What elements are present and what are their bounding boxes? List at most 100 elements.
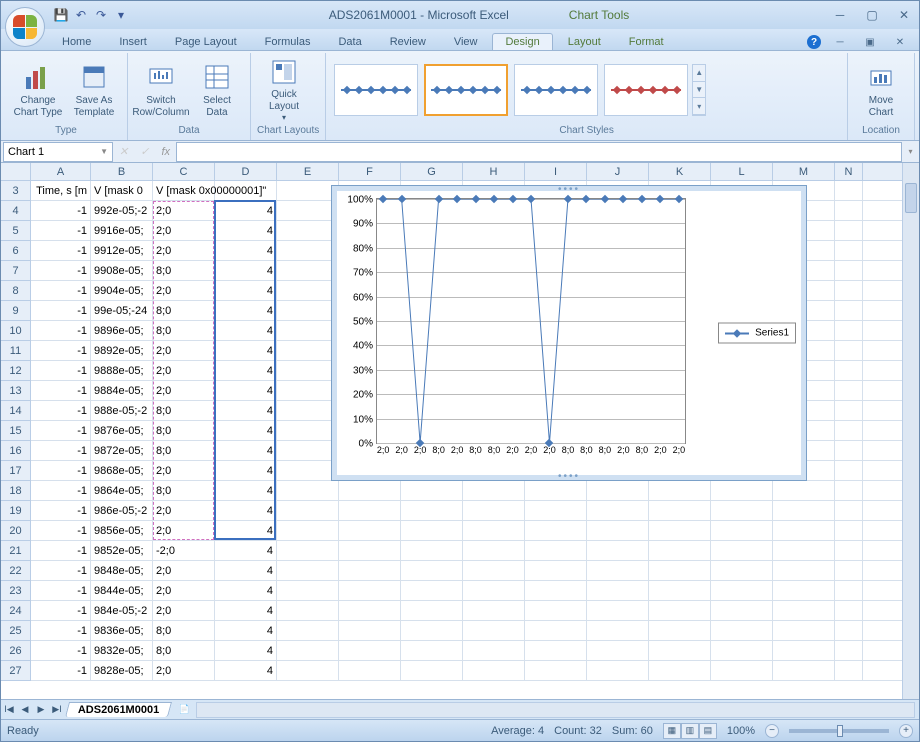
- cell-H24[interactable]: [463, 601, 525, 620]
- cell-D20[interactable]: 4: [215, 521, 277, 540]
- cell-D22[interactable]: 4: [215, 561, 277, 580]
- zoom-level[interactable]: 100%: [727, 725, 755, 737]
- tab-view[interactable]: View: [441, 33, 491, 50]
- cell-M23[interactable]: [773, 581, 835, 600]
- cell-A4[interactable]: -1: [31, 201, 91, 220]
- cell-L21[interactable]: [711, 541, 773, 560]
- cell-C16[interactable]: 8;0: [153, 441, 215, 460]
- cell-K21[interactable]: [649, 541, 711, 560]
- cell-J20[interactable]: [587, 521, 649, 540]
- cell-B19[interactable]: 986e-05;-2: [91, 501, 153, 520]
- gallery-scroll[interactable]: ▲▼▾: [692, 64, 706, 116]
- cell-J22[interactable]: [587, 561, 649, 580]
- row-header-7[interactable]: 7: [1, 261, 31, 281]
- cell-B16[interactable]: 9872e-05;: [91, 441, 153, 460]
- cell-L24[interactable]: [711, 601, 773, 620]
- workbook-minimize-button[interactable]: ─: [829, 34, 851, 50]
- sheet-nav-prev-icon[interactable]: ◀: [17, 702, 33, 718]
- cell-N5[interactable]: [835, 221, 863, 240]
- cell-C19[interactable]: 2;0: [153, 501, 215, 520]
- cell-E18[interactable]: [277, 481, 339, 500]
- cell-E19[interactable]: [277, 501, 339, 520]
- cell-C3[interactable]: V [mask 0x00000001]": [153, 181, 215, 200]
- cell-J23[interactable]: [587, 581, 649, 600]
- cell-F20[interactable]: [339, 521, 401, 540]
- cell-E5[interactable]: [277, 221, 339, 240]
- cell-N27[interactable]: [835, 661, 863, 680]
- cell-E9[interactable]: [277, 301, 339, 320]
- tab-home[interactable]: Home: [49, 33, 104, 50]
- cell-M27[interactable]: [773, 661, 835, 680]
- cell-M26[interactable]: [773, 641, 835, 660]
- row-header-13[interactable]: 13: [1, 381, 31, 401]
- cell-L19[interactable]: [711, 501, 773, 520]
- cell-D6[interactable]: 4: [215, 241, 277, 260]
- cell-N26[interactable]: [835, 641, 863, 660]
- cell-N12[interactable]: [835, 361, 863, 380]
- cell-K20[interactable]: [649, 521, 711, 540]
- cell-K19[interactable]: [649, 501, 711, 520]
- cell-D9[interactable]: 4: [215, 301, 277, 320]
- cell-A18[interactable]: -1: [31, 481, 91, 500]
- cell-B9[interactable]: 99e-05;-24: [91, 301, 153, 320]
- workbook-close-button[interactable]: ✕: [889, 34, 911, 50]
- cell-E13[interactable]: [277, 381, 339, 400]
- cell-B13[interactable]: 9884e-05;: [91, 381, 153, 400]
- cell-B18[interactable]: 9864e-05;: [91, 481, 153, 500]
- fx-icon[interactable]: fx: [155, 146, 176, 158]
- cell-B15[interactable]: 9876e-05;: [91, 421, 153, 440]
- cell-N11[interactable]: [835, 341, 863, 360]
- cell-D11[interactable]: 4: [215, 341, 277, 360]
- cell-H22[interactable]: [463, 561, 525, 580]
- tab-page-layout[interactable]: Page Layout: [162, 33, 250, 50]
- cell-B22[interactable]: 9848e-05;: [91, 561, 153, 580]
- office-button[interactable]: [5, 7, 45, 47]
- cell-A17[interactable]: -1: [31, 461, 91, 480]
- cell-A3[interactable]: Time, s [m: [31, 181, 91, 200]
- cell-A16[interactable]: -1: [31, 441, 91, 460]
- cell-G27[interactable]: [401, 661, 463, 680]
- cell-F24[interactable]: [339, 601, 401, 620]
- cell-C20[interactable]: 2;0: [153, 521, 215, 540]
- cell-C4[interactable]: 2;0: [153, 201, 215, 220]
- cell-B4[interactable]: 992e-05;-2: [91, 201, 153, 220]
- cell-B12[interactable]: 9888e-05;: [91, 361, 153, 380]
- cell-N18[interactable]: [835, 481, 863, 500]
- cell-F26[interactable]: [339, 641, 401, 660]
- cell-C17[interactable]: 2;0: [153, 461, 215, 480]
- column-header-N[interactable]: N: [835, 163, 863, 180]
- cell-I23[interactable]: [525, 581, 587, 600]
- cell-G20[interactable]: [401, 521, 463, 540]
- cell-L22[interactable]: [711, 561, 773, 580]
- cell-D27[interactable]: 4: [215, 661, 277, 680]
- row-header-17[interactable]: 17: [1, 461, 31, 481]
- cell-E14[interactable]: [277, 401, 339, 420]
- cell-N4[interactable]: [835, 201, 863, 220]
- cell-N7[interactable]: [835, 261, 863, 280]
- vertical-scrollbar[interactable]: [902, 163, 919, 699]
- cell-B21[interactable]: 9852e-05;: [91, 541, 153, 560]
- new-sheet-icon[interactable]: 📄: [176, 702, 192, 718]
- cell-G24[interactable]: [401, 601, 463, 620]
- cell-J21[interactable]: [587, 541, 649, 560]
- cell-D18[interactable]: 4: [215, 481, 277, 500]
- chart-style-3[interactable]: [604, 64, 688, 116]
- cell-L25[interactable]: [711, 621, 773, 640]
- cell-J24[interactable]: [587, 601, 649, 620]
- cell-L18[interactable]: [711, 481, 773, 500]
- cell-N6[interactable]: [835, 241, 863, 260]
- cell-A22[interactable]: -1: [31, 561, 91, 580]
- cell-G21[interactable]: [401, 541, 463, 560]
- cell-N10[interactable]: [835, 321, 863, 340]
- cell-E15[interactable]: [277, 421, 339, 440]
- cell-B24[interactable]: 984e-05;-2: [91, 601, 153, 620]
- tab-design[interactable]: Design: [492, 33, 552, 50]
- cell-G23[interactable]: [401, 581, 463, 600]
- cell-K24[interactable]: [649, 601, 711, 620]
- cell-A5[interactable]: -1: [31, 221, 91, 240]
- cell-B27[interactable]: 9828e-05;: [91, 661, 153, 680]
- cell-A9[interactable]: -1: [31, 301, 91, 320]
- cell-D5[interactable]: 4: [215, 221, 277, 240]
- cell-I24[interactable]: [525, 601, 587, 620]
- cell-N15[interactable]: [835, 421, 863, 440]
